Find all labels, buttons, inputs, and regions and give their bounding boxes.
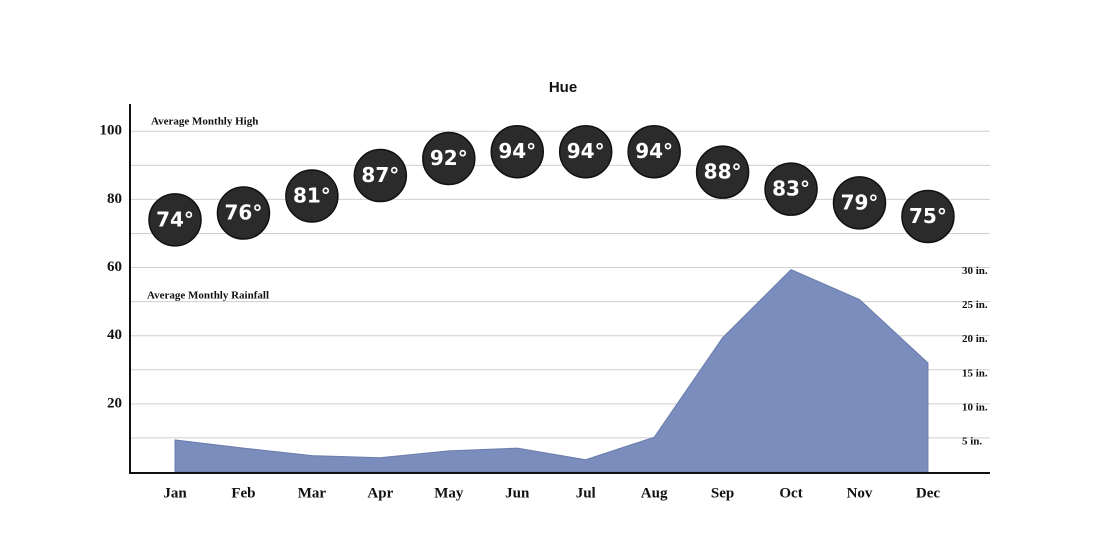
x-tick-label: Feb — [231, 485, 255, 501]
temp-label: 81° — [293, 184, 331, 208]
x-tick-label: May — [434, 485, 464, 501]
temp-bubble — [148, 193, 202, 247]
temp-label: 94° — [567, 139, 605, 163]
temp-bubble — [490, 124, 544, 179]
temp-label: 92° — [430, 146, 468, 170]
y-tick-label: 40 — [107, 327, 122, 343]
x-tick-label: Oct — [779, 485, 802, 501]
y-tick-label: 100 — [100, 123, 123, 139]
x-tick-label: Apr — [367, 485, 393, 501]
y2-tick-label: 5 in. — [962, 435, 982, 447]
x-tick-label: Sep — [711, 485, 734, 501]
y2-tick-label: 15 in. — [962, 367, 988, 379]
temp-bubble — [422, 131, 476, 186]
temp-bubble — [695, 145, 750, 199]
temp-label: 76° — [225, 201, 263, 225]
temp-label: 83° — [772, 177, 810, 201]
x-tick-label: Jun — [505, 485, 530, 501]
temp-bubble — [285, 169, 339, 223]
temp-bubble — [764, 162, 818, 216]
y-tick-label: 60 — [107, 259, 122, 275]
x-tick-label: Dec — [916, 485, 940, 501]
temp-bubble — [353, 148, 408, 203]
series-label: Average Monthly High — [151, 116, 258, 128]
x-tick-label: Aug — [641, 485, 668, 501]
chart-title: Hue — [549, 79, 577, 96]
x-tick-label: Jul — [576, 485, 596, 501]
temp-bubble — [216, 186, 271, 240]
x-tick-label: Jan — [163, 485, 187, 501]
temp-label: 94° — [498, 139, 536, 163]
temp-label: 79° — [841, 190, 879, 214]
y2-tick-label: 30 in. — [962, 265, 988, 277]
y2-tick-label: 10 in. — [962, 401, 988, 413]
y-tick-label: 20 — [107, 395, 122, 411]
temp-label: 75° — [909, 204, 947, 228]
y2-tick-label: 25 in. — [962, 299, 988, 311]
temp-label: 74° — [156, 207, 194, 231]
temp-bubble — [627, 124, 681, 179]
temp-bubble — [901, 189, 955, 244]
x-tick-label: Nov — [847, 485, 873, 501]
x-tick-label: Mar — [298, 485, 327, 501]
series-label: Average Monthly Rainfall — [147, 290, 269, 302]
rainfall-area — [174, 269, 929, 473]
temp-label: 87° — [361, 163, 399, 187]
temp-label: 94° — [635, 139, 673, 163]
temp-bubble — [558, 124, 613, 179]
y2-tick-label: 20 in. — [962, 333, 988, 345]
temp-label: 88° — [704, 160, 742, 184]
temp-bubble — [832, 176, 887, 230]
y-tick-label: 80 — [107, 191, 122, 207]
